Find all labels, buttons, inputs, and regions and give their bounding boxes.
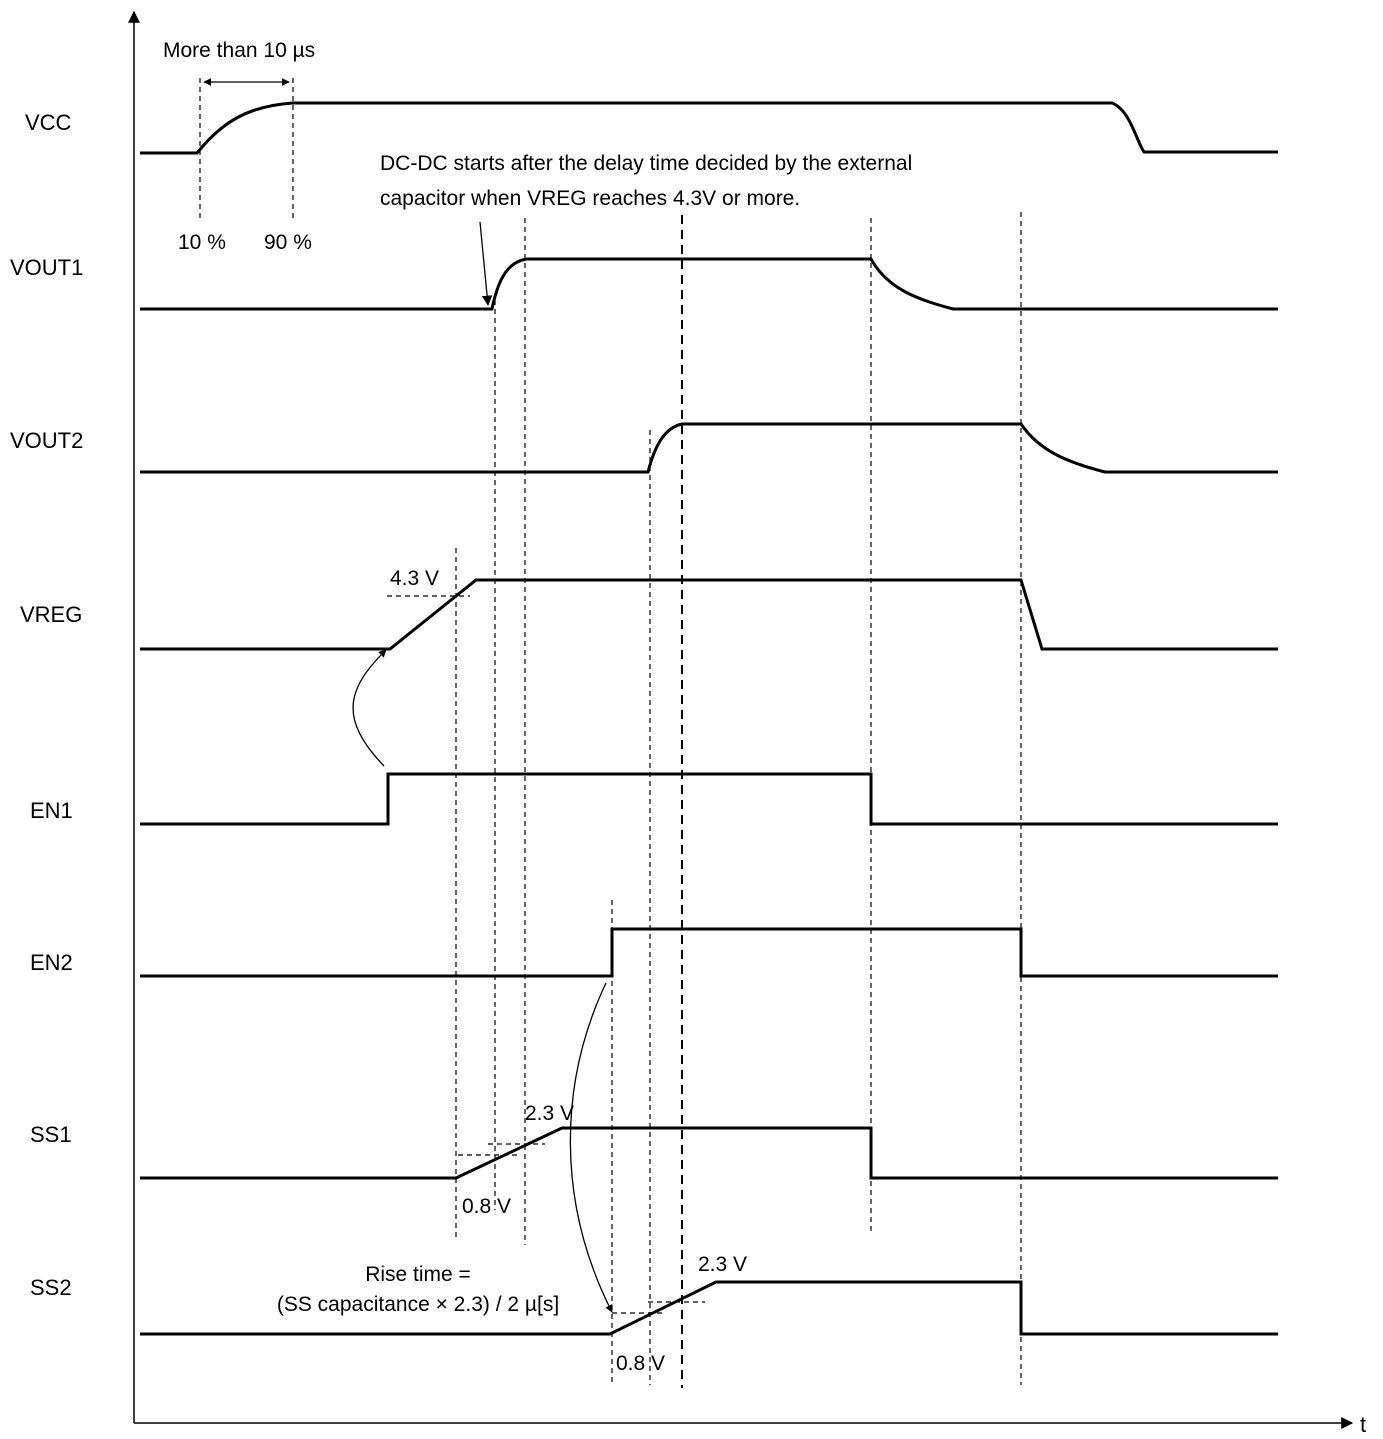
label-en2: EN2 bbox=[30, 950, 73, 975]
label-ss2: SS2 bbox=[30, 1275, 72, 1300]
label-vcc: VCC bbox=[25, 110, 72, 135]
time-axis-label: t bbox=[1360, 1412, 1366, 1437]
label-vout2: VOUT2 bbox=[10, 428, 83, 453]
rise-time-line1: Rise time = bbox=[365, 1263, 471, 1286]
label-vreg: VREG bbox=[20, 602, 82, 627]
dcdc-note-line2: capacitor when VREG reaches 4.3V or more… bbox=[380, 187, 800, 210]
en1-to-vreg-arrow bbox=[352, 649, 387, 767]
wave-en2 bbox=[140, 927, 1278, 978]
wave-vcc bbox=[140, 101, 1278, 155]
wave-en1 bbox=[140, 772, 1278, 826]
wave-ss1 bbox=[140, 1126, 1278, 1180]
label-vout1: VOUT1 bbox=[10, 255, 83, 280]
vcc-min-rise-label: More than 10 µs bbox=[163, 39, 315, 62]
ss1-low-label: 0.8 V bbox=[462, 1195, 511, 1218]
label-en1: EN1 bbox=[30, 798, 73, 823]
wave-vout2 bbox=[140, 422, 1278, 474]
label-ss1: SS1 bbox=[30, 1122, 72, 1147]
vcc-10pct-label: 10 % bbox=[178, 231, 226, 254]
vcc-90pct-label: 90 % bbox=[264, 231, 312, 254]
rise-time-line2: (SS capacitance × 2.3) / 2 µ[s] bbox=[277, 1293, 559, 1316]
ss2-low-label: 0.8 V bbox=[616, 1352, 665, 1375]
en2-to-ss2-arrow bbox=[569, 982, 613, 1313]
dcdc-note-pointer bbox=[479, 221, 493, 307]
ss2-high-label: 2.3 V bbox=[698, 1253, 747, 1276]
ss1-high-label: 2.3 V bbox=[525, 1102, 574, 1125]
wave-vreg bbox=[140, 578, 1278, 651]
vreg-threshold-label: 4.3 V bbox=[390, 567, 439, 590]
wave-ss2 bbox=[140, 1280, 1278, 1336]
wave-vout1 bbox=[140, 257, 1278, 311]
dcdc-note-line1: DC-DC starts after the delay time decide… bbox=[380, 152, 912, 175]
